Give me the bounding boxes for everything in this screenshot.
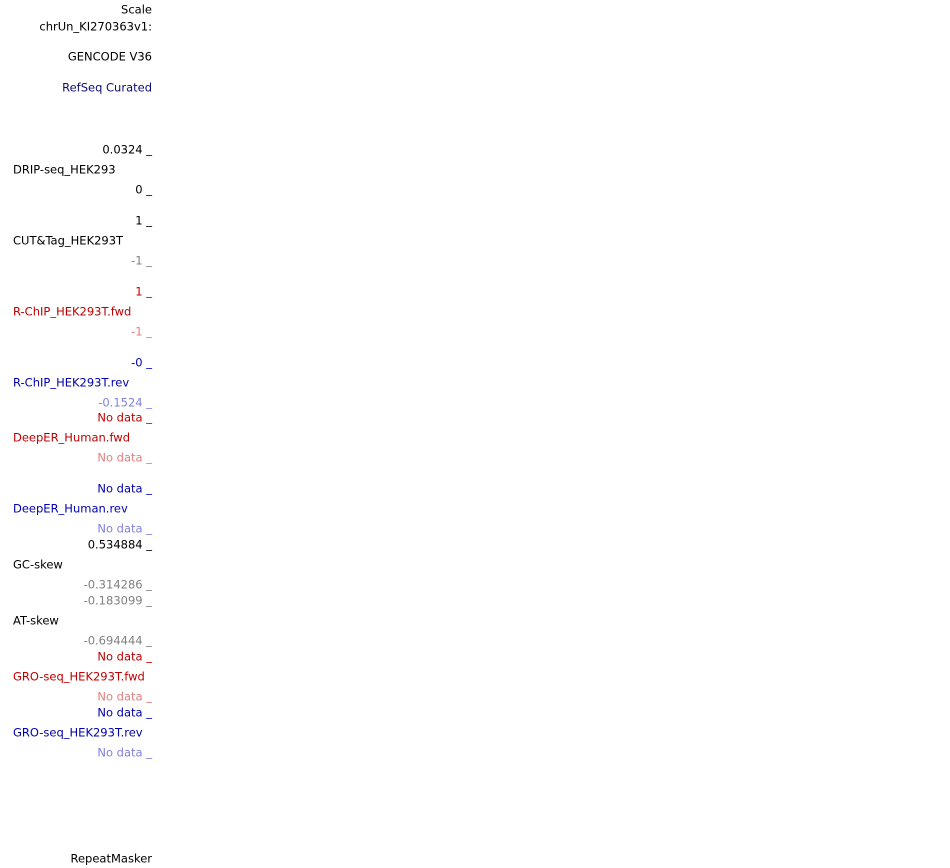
track-label: GENCODE V36 [68,50,152,64]
track-min: No data _ [97,690,152,704]
track-max: No data _ [97,411,152,425]
track-name: R-ChIP_HEK293T.rev [13,376,129,390]
track-min: -0.1524 _ [98,396,152,410]
track-max: 0.534884 _ [88,538,153,552]
track-name: DeepER_Human.rev [13,502,128,516]
track-max: No data _ [97,650,152,664]
track-label: RepeatMasker [71,852,153,866]
track-name: GRO-seq_HEK293T.fwd [13,670,145,684]
track-min: -0.314286 _ [84,578,153,592]
track-min: -1 _ [131,325,152,339]
track-max: No data _ [97,482,152,496]
track-min: -0.694444 _ [84,634,153,648]
track-name: GRO-seq_HEK293T.rev [13,726,143,740]
track-name: R-ChIP_HEK293T.fwd [13,305,131,319]
track-name: AT-skew [13,614,59,628]
track-max: No data _ [97,706,152,720]
track-max: -0 _ [131,356,152,370]
chrom-label: chrUn_KI270363v1: [39,20,152,34]
track-name: CUT&Tag_HEK293T [13,234,124,248]
track-min: No data _ [97,522,152,536]
track-min: No data _ [97,746,152,760]
track-name: GC-skew [13,558,63,572]
track-min: -1 _ [131,254,152,268]
track-max: 1 _ [135,214,152,228]
track-label: RefSeq Curated [62,81,152,95]
track-name: DeepER_Human.fwd [13,431,130,445]
track-min: No data _ [97,451,152,465]
scale-label: Scale [121,3,152,17]
track-max: 0.0324 _ [102,143,152,157]
track-min: 0 _ [135,183,152,197]
track-max: 1 _ [135,285,152,299]
track-name: DRIP-seq_HEK293 [13,163,116,177]
track-max: -0.183099 _ [84,594,153,608]
